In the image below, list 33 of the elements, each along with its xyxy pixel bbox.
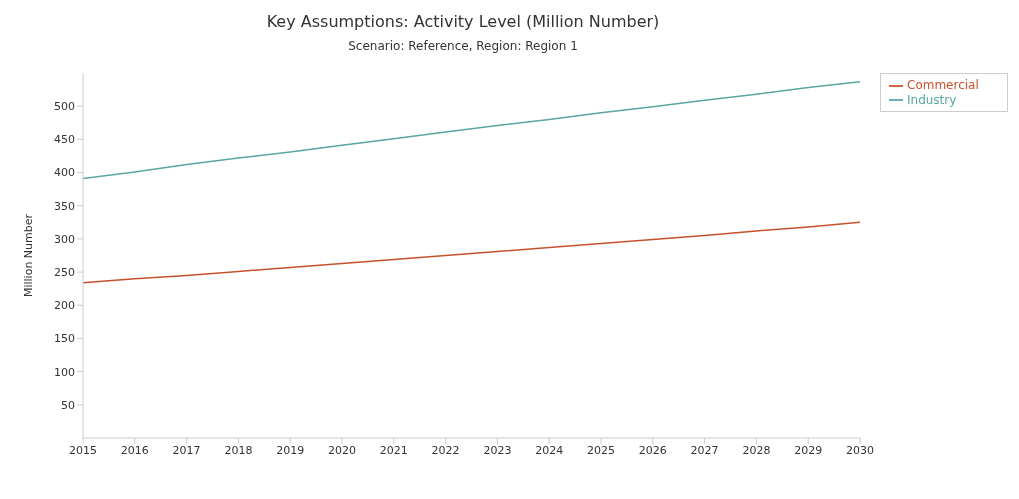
- y-tick-label: 200: [54, 299, 75, 313]
- x-tick-label: 2017: [172, 443, 201, 457]
- legend-label: Commercial: [907, 78, 979, 92]
- x-tick-label: 2027: [690, 443, 719, 457]
- x-tick-label: 2023: [483, 443, 512, 457]
- x-tick-label: 2030: [846, 443, 874, 457]
- y-tick-label: 250: [54, 266, 75, 279]
- y-tick-label: 500: [54, 100, 75, 114]
- x-tick-label: 2018: [224, 443, 253, 457]
- x-tick-label: 2022: [431, 443, 460, 457]
- chart-title: Key Assumptions: Activity Level (Million Number): [265, 11, 661, 31]
- x-tick-label: 2019: [276, 443, 305, 457]
- y-tick-label: 50: [61, 398, 75, 412]
- y-tick-label: 400: [54, 166, 75, 180]
- y-tick-label: 100: [54, 365, 75, 379]
- x-tick-label: 2028: [742, 443, 771, 457]
- x-tick-label: 2029: [794, 443, 823, 457]
- x-tick-label: 2021: [379, 443, 408, 457]
- y-tick-label: 450: [54, 133, 75, 147]
- x-tick-label: 2026: [638, 443, 667, 457]
- x-tick-label: 2020: [328, 443, 356, 457]
- line-series: [83, 80, 860, 180]
- x-tick-label: 2015: [69, 443, 97, 457]
- line-series: [83, 221, 860, 284]
- x-tick-label: 2024: [535, 443, 564, 457]
- legend-label: Industry: [907, 92, 957, 107]
- x-tick-label: 2016: [120, 443, 149, 457]
- x-tick-label: 2025: [587, 443, 615, 457]
- y-tick-label: 150: [54, 332, 75, 346]
- y-axis-title: Million Number: [21, 213, 35, 298]
- chart-subtitle: Scenario: Reference, Region: Region 1: [347, 39, 579, 53]
- y-tick-label: 350: [54, 199, 75, 213]
- y-tick-label: 300: [54, 232, 75, 246]
